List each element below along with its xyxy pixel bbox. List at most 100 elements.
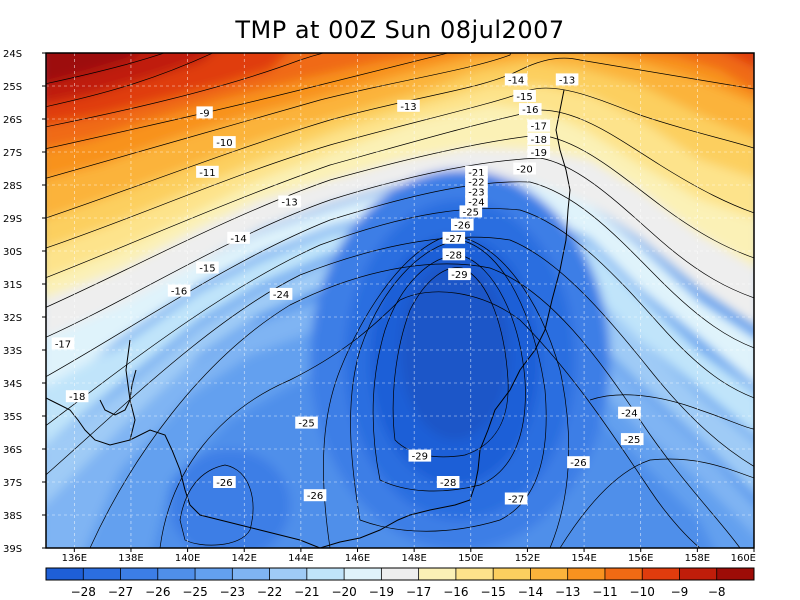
colorbar-swatch [344, 568, 382, 580]
contour-line [46, 157, 754, 338]
lat-label: 27S [3, 148, 22, 159]
contour-label-text: -11 [199, 168, 215, 179]
lon-label: 160E [731, 553, 756, 564]
map-title: TMP at 00Z Sun 08jul2007 [235, 16, 565, 44]
lat-label: 37S [3, 478, 22, 489]
contour-label-bg [518, 103, 542, 116]
contour-label-bg [527, 132, 551, 145]
lon-label: 152E [515, 553, 540, 564]
contour-label: -17 [51, 337, 75, 350]
contour-label: -10 [213, 136, 236, 149]
contour-line [46, 236, 754, 476]
contour-label: -26 [451, 218, 474, 232]
contour-label-text: -29 [412, 452, 428, 463]
contour-label-bg [278, 195, 301, 208]
colorbar-label: −8 [708, 585, 726, 599]
contour-label-text: -17 [55, 339, 71, 350]
contour-label-bg [196, 261, 219, 274]
australia-south-coast [46, 397, 321, 548]
lat-label: 26S [3, 115, 22, 126]
contour-label-text: -13 [281, 198, 297, 209]
contour-line [46, 208, 754, 426]
contour-label-text: -14 [508, 75, 524, 86]
contour-label-bg [513, 89, 536, 102]
contour-label: -24 [618, 406, 641, 420]
contour-label-text: -13 [559, 75, 575, 86]
contour-label-text: -25 [624, 435, 640, 446]
contour-line [559, 458, 754, 548]
contour-label: -21 [465, 165, 488, 179]
colorbar-swatch [604, 568, 643, 580]
contour-label: -26 [303, 489, 327, 502]
contour-label-bg [504, 73, 528, 86]
contour-label-bg [397, 99, 420, 112]
colorbar-swatch [418, 568, 457, 580]
colorbar-swatch [46, 568, 84, 580]
lon-label: 140E [175, 553, 200, 564]
contour-label: -15 [513, 89, 536, 103]
colorbar-label: −27 [108, 585, 133, 599]
contour-label: -13 [278, 195, 301, 209]
contour-label: -16 [518, 103, 542, 116]
contour-label-text: -21 [468, 168, 484, 179]
colorbar-swatch [567, 568, 606, 580]
contour-line [89, 263, 741, 548]
contour-label-text: -16 [171, 287, 187, 298]
band-minus19 [46, 178, 754, 396]
contour-label: -18 [527, 132, 551, 146]
contour-label-bg [527, 119, 551, 132]
colorbar-swatch [455, 568, 494, 580]
colorbar-label: −25 [182, 585, 207, 599]
contour-label-text: -24 [468, 198, 484, 209]
contour-label-bg [227, 231, 250, 244]
colorbar-label: −17 [406, 585, 431, 599]
lat-label: 32S [3, 313, 22, 324]
contour-line [46, 53, 512, 179]
lat-label: 36S [3, 445, 22, 456]
contour-label-text: -26 [307, 491, 323, 502]
colorbar-swatch [157, 568, 196, 580]
colorbar-label: −13 [555, 585, 580, 599]
contour-label: -29 [448, 268, 471, 281]
colorbar-label: −21 [294, 585, 319, 599]
contour-label-text: -18 [69, 392, 85, 403]
contour-label-bg [620, 433, 644, 446]
contour-label-text: -26 [570, 458, 586, 469]
colorbar-label: −11 [592, 585, 617, 599]
contour-line [46, 53, 325, 128]
lat-label: 35S [3, 412, 22, 423]
contour-label: -25 [620, 433, 644, 446]
lat-label: 29S [3, 214, 22, 225]
contour-labels: -9 -10 -11 -13 -14 -15 -16 -17 -18 -13 -14 -13 -15 -1… [51, 73, 644, 506]
colorbar: −28 −27 −26 −25 −23 −22 −21 −20 −19 −17 −16 −15 −14−… [45, 567, 755, 599]
band-east-warm [668, 53, 754, 92]
contour-label-bg [465, 195, 488, 208]
contour-label-text: -18 [531, 135, 547, 146]
contour-label: -18 [65, 390, 89, 403]
longitude-axis: 136E 138E 140E 142E 144E 146E 148E 150E 152E 154E… [62, 548, 756, 564]
colorbar-swatch [381, 568, 420, 580]
colorbar-label: −16 [443, 585, 468, 599]
contour-label-bg [504, 492, 528, 505]
contour-line [46, 53, 166, 85]
colorbar-swatch [530, 568, 569, 580]
contour-lines [46, 53, 754, 548]
band-east-red [726, 53, 754, 67]
colorbar-swatch [493, 568, 531, 580]
contour-label: -27 [504, 492, 528, 506]
map-frame [45, 52, 755, 549]
contour-label-text: -9 [200, 108, 210, 119]
contour-label: -16 [167, 284, 191, 298]
contour-label-text: -28 [440, 478, 456, 489]
colorbar-swatch [269, 568, 308, 580]
contour-label-bg [167, 284, 191, 297]
lat-label: 34S [3, 379, 22, 390]
contour-label-text: -24 [273, 290, 289, 301]
contour-label-text: -14 [230, 234, 246, 245]
contour-label: -29 [408, 449, 432, 463]
contour-label-text: -24 [621, 409, 637, 420]
contour-label-bg [213, 136, 236, 149]
contour-label-bg [513, 162, 536, 175]
contour-label-bg [465, 185, 488, 198]
contour-label: -14 [227, 231, 250, 245]
